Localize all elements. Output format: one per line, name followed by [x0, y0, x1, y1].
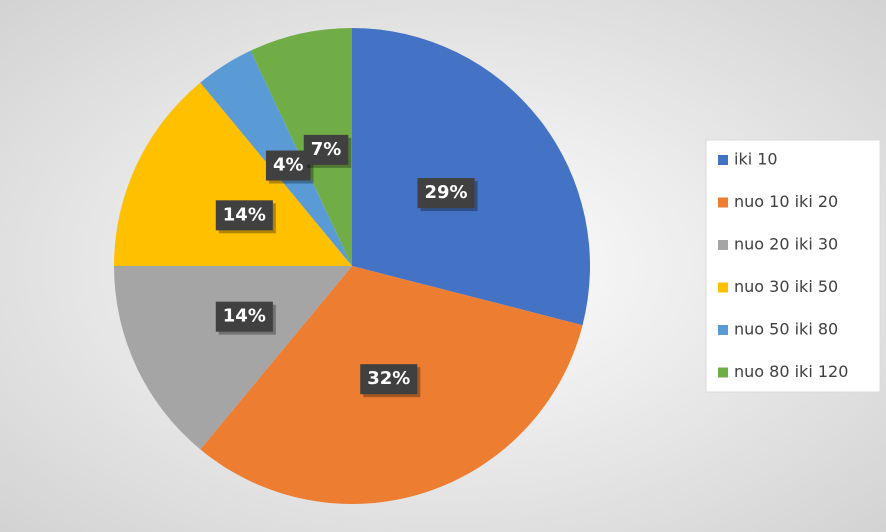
pie-slice: [114, 82, 352, 266]
data-label-box: [360, 364, 418, 395]
legend-marker: [718, 240, 728, 250]
data-labels: 29% 32% 14% 14% 4% 7%: [215, 134, 478, 398]
data-label: 32%: [367, 368, 410, 389]
legend-box: [705, 139, 881, 393]
legend: iki 10 nuo 10 iki 20 nuo 20 iki 30 nuo 30 i…: [705, 139, 881, 393]
data-label-box: [265, 150, 311, 181]
legend-marker: [718, 155, 728, 165]
legend-marker: [718, 282, 728, 293]
pie-slice: [250, 28, 352, 266]
data-label: 14%: [223, 306, 266, 327]
legend-label: nuo 50 iki 80: [734, 320, 838, 339]
legend-marker: [718, 325, 728, 335]
data-label: 14%: [223, 204, 266, 225]
pie: [114, 28, 591, 504]
data-label: 7%: [311, 139, 342, 160]
data-label: 4%: [273, 155, 304, 176]
legend-label: iki 10: [734, 150, 778, 169]
pie-slice: [114, 266, 352, 450]
legend-marker: [718, 197, 728, 208]
data-label-box: [303, 134, 349, 165]
legend-label: nuo 80 iki 120: [734, 362, 848, 381]
data-label: 29%: [424, 182, 467, 203]
legend-label: nuo 30 iki 50: [734, 277, 838, 296]
legend-label: nuo 10 iki 20: [734, 192, 838, 211]
legend-marker: [718, 367, 728, 378]
pie-slice: [352, 28, 591, 326]
legend-label: nuo 20 iki 30: [734, 235, 838, 254]
data-label-box: [417, 178, 475, 209]
data-label-box: [215, 301, 273, 332]
data-label-box: [215, 200, 273, 231]
